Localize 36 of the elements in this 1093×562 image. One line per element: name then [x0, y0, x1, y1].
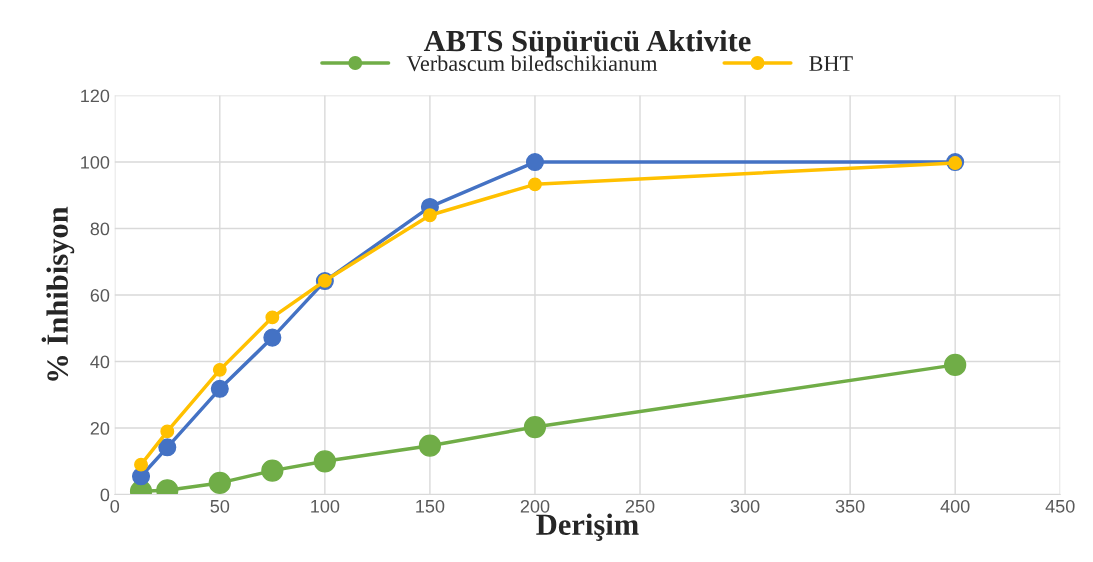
- point: [212, 362, 227, 377]
- y-tick-label: 60: [90, 288, 110, 302]
- x-axis-title: Derişim: [536, 513, 639, 541]
- point: [418, 434, 442, 457]
- point: [134, 457, 148, 472]
- point: [525, 153, 544, 172]
- x-tick-label: 350: [835, 499, 865, 513]
- x-tick-label: 300: [730, 499, 760, 513]
- legend-label: BHT: [809, 56, 853, 71]
- y-tick-label: 120: [81, 89, 110, 103]
- y-tick-label: 40: [90, 355, 110, 369]
- point: [265, 310, 280, 325]
- x-tick-label: 200: [520, 499, 550, 513]
- x-tick-label: 100: [311, 499, 340, 513]
- y-tick-label: 0: [100, 488, 110, 502]
- x-tick-label: 450: [1045, 499, 1075, 513]
- y-tick-label: 20: [90, 421, 110, 435]
- y-tick-label: 100: [81, 155, 110, 169]
- y-axis-title: % İnhibisyon: [41, 206, 75, 381]
- point: [160, 424, 175, 439]
- point: [944, 353, 967, 376]
- point: [528, 177, 542, 192]
- point: [158, 438, 177, 457]
- point: [210, 379, 229, 398]
- point: [263, 328, 282, 347]
- point: [261, 459, 284, 482]
- x-tick-label: 250: [625, 499, 655, 513]
- point: [422, 208, 437, 223]
- point: [208, 471, 231, 495]
- point: [523, 415, 547, 439]
- x-tick-label: 150: [416, 499, 445, 513]
- x-tick-label: 400: [940, 499, 970, 513]
- x-tick-label: 50: [210, 499, 230, 513]
- x-tick-label: 0: [110, 499, 120, 513]
- point: [313, 450, 336, 473]
- y-tick-label: 80: [90, 222, 110, 236]
